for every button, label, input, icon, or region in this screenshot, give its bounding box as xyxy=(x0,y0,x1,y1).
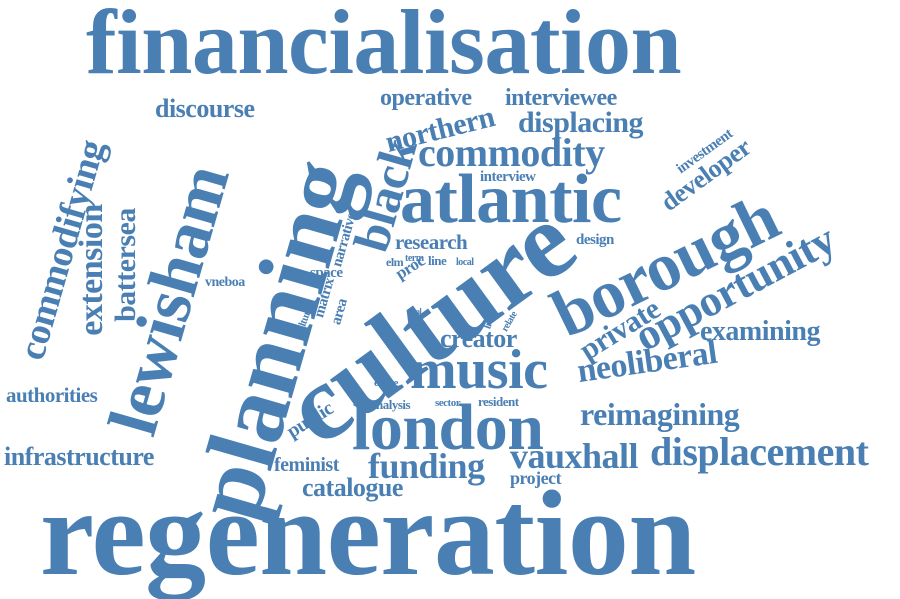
word-project: project xyxy=(510,468,562,488)
word-london: london xyxy=(352,391,544,464)
word-reimagining: reimagining xyxy=(580,396,740,432)
word-line: line xyxy=(428,253,447,268)
word-interviewee: interviewee xyxy=(505,85,617,111)
word-term: term xyxy=(405,253,424,264)
word-design: design xyxy=(576,232,614,248)
word-discourse: discourse xyxy=(155,94,255,123)
word-atlantic: atlantic xyxy=(400,161,622,238)
word-funding: funding xyxy=(368,446,485,486)
word-catalogue: catalogue xyxy=(302,473,403,502)
word-examining: examining xyxy=(700,316,820,347)
word-financialisation: financialisation xyxy=(86,0,682,93)
word-elm: elm xyxy=(386,255,404,269)
word-local: local xyxy=(456,257,474,268)
word-research: research xyxy=(395,230,468,254)
word-interview: interview xyxy=(480,169,536,185)
word-displacing: displacing xyxy=(518,106,644,139)
word-analysis: analysis xyxy=(370,397,411,412)
word-displacement: displacement xyxy=(650,429,869,474)
word-sector: sector xyxy=(435,397,461,409)
word-vauxhall: vauxhall xyxy=(510,436,639,476)
word-commodity: commodity xyxy=(418,130,605,175)
word-space: space xyxy=(310,265,343,281)
word-real: real xyxy=(410,307,422,316)
word-feminist: feminist xyxy=(274,454,339,476)
word-vneboa: vneboa xyxy=(205,275,245,290)
word-resident: resident xyxy=(478,394,519,409)
word-operative: operative xyxy=(380,85,472,111)
word-battersea: battersea xyxy=(109,208,142,322)
word-authorities: authorities xyxy=(6,383,98,407)
word-infrastructure: infrastructure xyxy=(4,442,154,471)
word-estate: estate xyxy=(374,377,398,389)
word-regeneration: regeneration xyxy=(40,466,696,599)
word-music: music xyxy=(410,339,548,401)
word-creator: creator xyxy=(440,324,517,353)
word-extension: extension xyxy=(73,204,110,336)
